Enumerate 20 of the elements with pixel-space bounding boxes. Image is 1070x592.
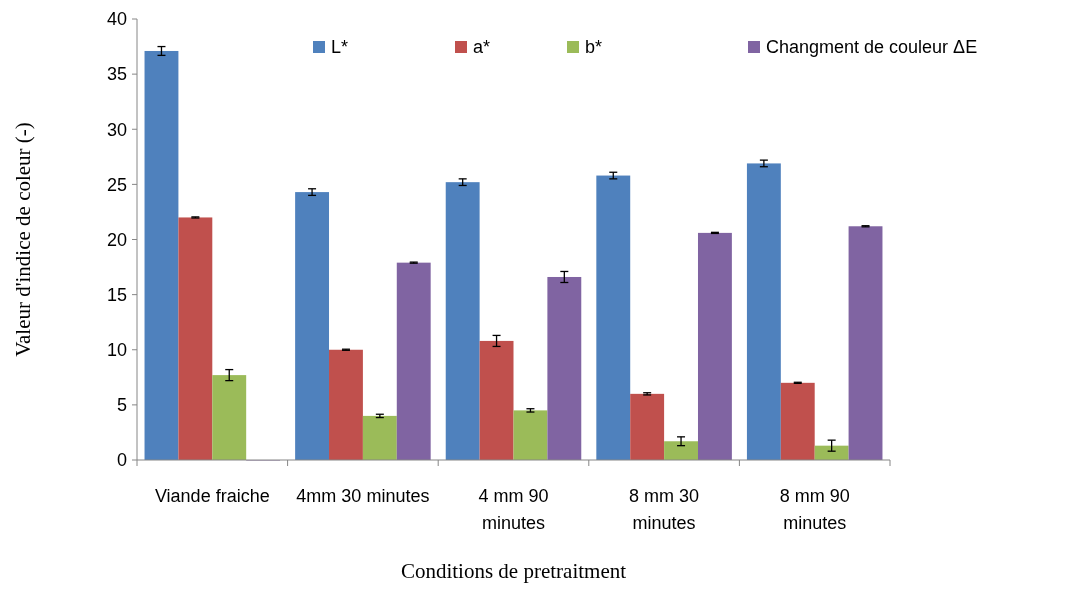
- y-tick-label: 35: [106, 64, 127, 85]
- x-tick-label: 4 mm 90 minutes: [478, 486, 549, 533]
- y-tick-label: 25: [106, 174, 127, 195]
- x-tick-label: Viande fraiche: [154, 486, 270, 506]
- legend-label: L*: [331, 37, 349, 58]
- x-tick-label: 8 mm 30 minutes: [629, 486, 700, 533]
- legend-label: Changment de couleur ΔE: [766, 37, 978, 58]
- y-tick-label: 5: [116, 395, 127, 416]
- y-axis-title: Valeur d'indice de coleur (-): [11, 122, 35, 357]
- x-axis-title: Conditions de pretraitment: [400, 559, 627, 583]
- legend-label: a*: [473, 37, 491, 58]
- legend-label: b*: [585, 37, 603, 58]
- x-tick-label: 4mm 30 minutes: [296, 486, 430, 506]
- y-tick-label: 30: [106, 119, 127, 140]
- y-tick-label: 15: [106, 284, 127, 305]
- y-tick-label: 10: [106, 340, 127, 361]
- y-tick-label: 40: [106, 9, 127, 30]
- x-tick-label: 8 mm 90 minutes: [779, 486, 850, 533]
- y-tick-label: 0: [116, 450, 127, 471]
- y-tick-label: 20: [106, 229, 127, 250]
